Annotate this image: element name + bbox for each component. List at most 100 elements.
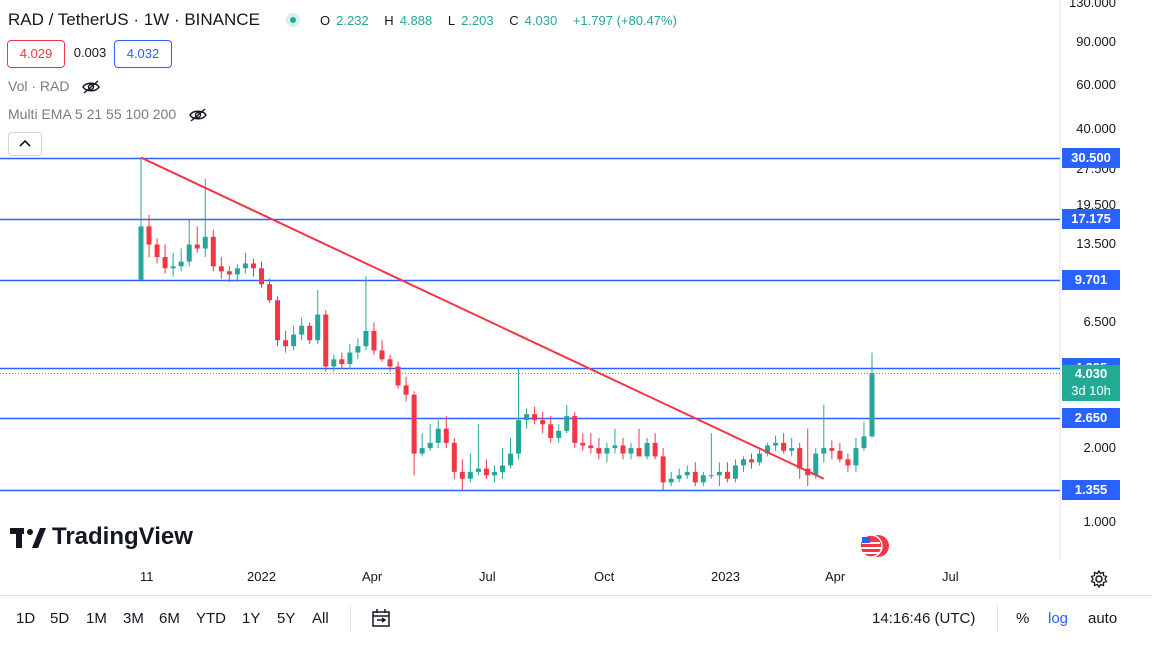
gear-icon[interactable] xyxy=(1089,569,1109,589)
volume-indicator[interactable]: Vol · RAD xyxy=(8,78,101,95)
candle[interactable] xyxy=(708,433,714,479)
candle[interactable] xyxy=(138,157,144,280)
timeframe-button[interactable]: 5Y xyxy=(277,610,296,627)
candle[interactable] xyxy=(363,276,369,351)
candle[interactable] xyxy=(516,368,522,460)
timeframe-button[interactable]: 1Y xyxy=(242,610,261,627)
candle[interactable] xyxy=(459,459,465,491)
candle[interactable] xyxy=(499,448,505,479)
level-price-badge[interactable]: 9.701 xyxy=(1062,269,1120,290)
candle[interactable] xyxy=(668,471,674,487)
us-flag-icon[interactable] xyxy=(858,533,892,559)
candle[interactable] xyxy=(202,178,208,258)
candle[interactable] xyxy=(323,310,329,372)
candle[interactable] xyxy=(692,462,698,487)
candle[interactable] xyxy=(740,456,746,472)
candle[interactable] xyxy=(604,442,610,463)
timeframe-button[interactable]: 1M xyxy=(86,610,107,627)
level-price-badge[interactable]: 30.500 xyxy=(1062,147,1120,168)
candle[interactable] xyxy=(684,465,690,479)
candle[interactable] xyxy=(757,448,763,466)
candle[interactable] xyxy=(162,244,168,274)
candle[interactable] xyxy=(564,404,570,434)
candle[interactable] xyxy=(869,352,875,438)
timeframe-button[interactable]: 5D xyxy=(50,610,70,627)
candle[interactable] xyxy=(612,428,618,454)
timeframe-button[interactable]: 3M xyxy=(123,610,144,627)
trendline[interactable] xyxy=(140,156,825,480)
candle[interactable] xyxy=(242,252,248,274)
candle[interactable] xyxy=(749,453,755,469)
candle[interactable] xyxy=(379,340,385,362)
candle[interactable] xyxy=(275,296,281,347)
candle[interactable] xyxy=(226,266,232,282)
candle[interactable] xyxy=(620,437,626,460)
log-toggle[interactable]: log xyxy=(1048,610,1069,627)
candle[interactable] xyxy=(821,404,827,463)
candle[interactable] xyxy=(387,354,393,372)
candle[interactable] xyxy=(532,406,538,425)
candle[interactable] xyxy=(154,238,160,264)
candle[interactable] xyxy=(773,435,779,451)
candle[interactable] xyxy=(307,322,313,345)
candle[interactable] xyxy=(234,264,240,282)
candle[interactable] xyxy=(572,412,578,449)
candle[interactable] xyxy=(628,442,634,460)
level-price-badge[interactable]: 1.355 xyxy=(1062,479,1120,500)
candle[interactable] xyxy=(781,433,787,454)
candle[interactable] xyxy=(267,278,273,303)
candle[interactable] xyxy=(194,226,200,253)
candle[interactable] xyxy=(797,442,803,479)
candle[interactable] xyxy=(339,352,345,369)
candle[interactable] xyxy=(837,442,843,463)
candle[interactable] xyxy=(146,215,152,258)
auto-toggle[interactable]: auto xyxy=(1088,610,1118,627)
candle[interactable] xyxy=(483,459,489,479)
candle[interactable] xyxy=(443,416,449,449)
candle[interactable] xyxy=(724,462,730,483)
candle[interactable] xyxy=(853,437,859,472)
candle[interactable] xyxy=(411,391,417,476)
candle[interactable] xyxy=(548,416,554,443)
candle[interactable] xyxy=(315,290,321,345)
candle[interactable] xyxy=(355,338,361,360)
candle[interactable] xyxy=(580,433,586,451)
date-range-icon[interactable] xyxy=(370,607,392,629)
percent-toggle[interactable]: % xyxy=(1016,610,1030,627)
candle[interactable] xyxy=(732,459,738,483)
candle[interactable] xyxy=(178,248,184,272)
candle[interactable] xyxy=(636,428,642,457)
candle[interactable] xyxy=(588,433,594,454)
eye-hidden-icon[interactable] xyxy=(81,79,101,95)
timeframe-button[interactable]: 1D xyxy=(16,610,36,627)
candle[interactable] xyxy=(419,433,425,457)
candle[interactable] xyxy=(845,453,851,472)
candle[interactable] xyxy=(660,448,666,491)
candle[interactable] xyxy=(829,440,835,460)
candle[interactable] xyxy=(427,424,433,451)
candle[interactable] xyxy=(789,437,795,457)
symbol-title[interactable]: RAD / TetherUS · 1W · BINANCE xyxy=(8,10,260,29)
candle[interactable] xyxy=(524,408,530,429)
candle[interactable] xyxy=(805,428,811,487)
candle[interactable] xyxy=(596,437,602,460)
candle[interactable] xyxy=(716,462,722,487)
candle[interactable] xyxy=(700,471,706,487)
level-price-badge[interactable]: 2.650 xyxy=(1062,408,1120,429)
candle[interactable] xyxy=(451,437,457,479)
candle[interactable] xyxy=(291,325,297,351)
candle[interactable] xyxy=(644,437,650,460)
candle[interactable] xyxy=(556,424,562,443)
candle[interactable] xyxy=(395,361,401,389)
candle[interactable] xyxy=(813,448,819,479)
eye-hidden-icon[interactable] xyxy=(188,107,208,123)
candle[interactable] xyxy=(508,437,514,469)
tradingview-logo[interactable]: TradingView xyxy=(10,523,193,551)
candle[interactable] xyxy=(170,252,176,277)
timeframe-button[interactable]: 6M xyxy=(159,610,180,627)
clock-readout[interactable]: 14:16:46 (UTC) xyxy=(872,610,976,627)
candle[interactable] xyxy=(765,442,771,457)
candle[interactable] xyxy=(475,424,481,476)
level-price-badge[interactable]: 17.175 xyxy=(1062,208,1120,229)
